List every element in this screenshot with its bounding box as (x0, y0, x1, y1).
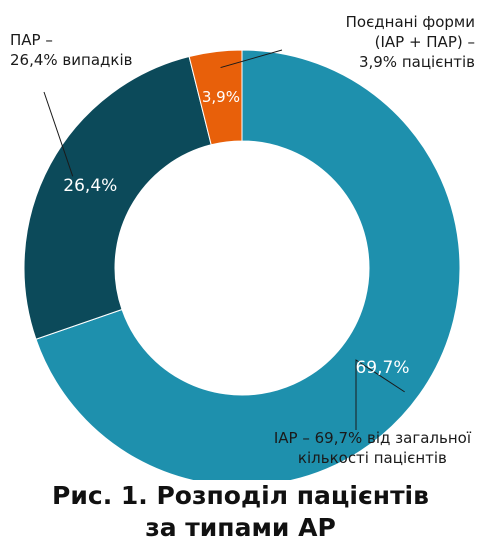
chart-slices (23, 49, 461, 480)
data-label-par: 26,4% (63, 176, 117, 196)
callout-combined: Поєднані форми (ІАР + ПАР) – 3,9% пацієн… (345, 13, 475, 71)
figure-caption: Рис. 1. Розподіл пацієнтів за типами АР (52, 481, 429, 542)
leader-line-combined (220, 49, 283, 69)
slice-combined (188, 49, 243, 146)
callout-par: ПАР – 26,4% випадків (10, 31, 133, 69)
chart-data-labels: 69,7% 26,4% 3,9% (63, 88, 409, 378)
data-label-iar: 69,7% (355, 358, 409, 378)
donut-chart: 69,7% 26,4% 3,9% (23, 49, 461, 480)
callout-iar: ІАР – 69,7% від загальної кількості паці… (273, 429, 471, 467)
data-label-combined: 3,9% (202, 88, 240, 106)
leader-line-iar (355, 359, 405, 430)
slice-iar (35, 49, 461, 480)
leader-lines (43, 49, 405, 430)
slice-par (23, 55, 212, 340)
leader-line-par (43, 91, 74, 177)
